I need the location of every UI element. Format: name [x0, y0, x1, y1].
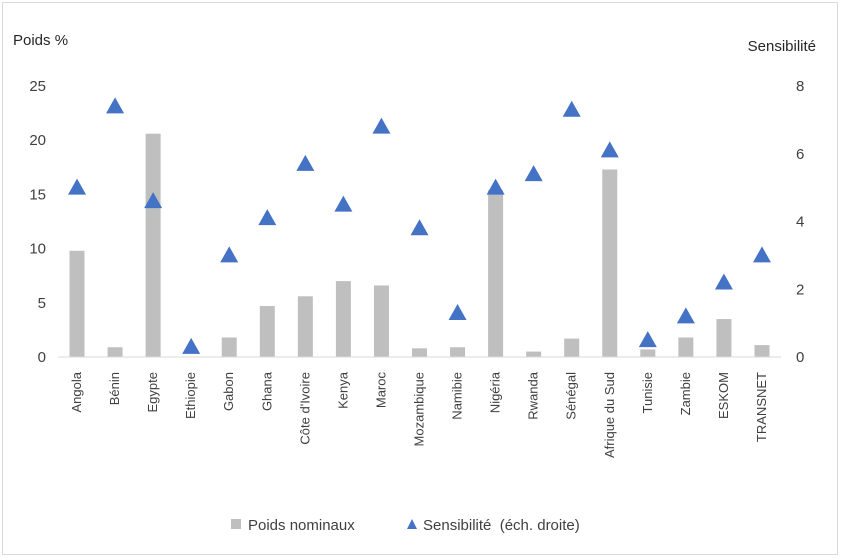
- category-label: Egypte: [145, 372, 160, 412]
- marker-series: [68, 97, 771, 354]
- category-label: Afrique du Sud: [602, 372, 617, 458]
- category-label: TRANSNET: [754, 372, 769, 442]
- marker-ethiopie: [182, 337, 201, 354]
- y-left-tick-label: 20: [29, 132, 46, 149]
- marker-eskom: [714, 273, 733, 290]
- bar-angola: [69, 250, 85, 357]
- y-left-tick-label: 25: [29, 78, 46, 95]
- y-left-tick-label: 0: [38, 349, 46, 366]
- x-axis-category-labels: Angola Bénin Egypte Ethiopie Gabon Ghana Côte …: [69, 371, 769, 458]
- y-left-tick-label: 10: [29, 241, 46, 258]
- marker-maroc: [372, 117, 391, 134]
- y-axis-right-ticks: 0 2 4 6 8: [796, 78, 804, 366]
- bar-transnet: [754, 345, 770, 357]
- category-label: Kenya: [335, 371, 350, 409]
- bar-rwanda: [526, 351, 542, 357]
- category-label: ESKOM: [716, 372, 731, 419]
- bar-ghana: [259, 306, 275, 357]
- y-left-tick-label: 15: [29, 186, 46, 203]
- category-label: Gabon: [221, 372, 236, 411]
- bar-c-te-d-ivoire: [297, 296, 313, 357]
- category-label: Nigéria: [488, 371, 503, 413]
- category-label: Bénin: [107, 372, 122, 405]
- bar-maroc: [373, 285, 389, 357]
- marker-c-te-d-ivoire: [296, 154, 315, 171]
- marker-nig-ria: [486, 178, 505, 195]
- bar-gabon: [221, 337, 237, 357]
- category-label: Zambie: [678, 372, 693, 415]
- bar-nig-ria: [488, 190, 504, 357]
- category-label: Sénégal: [564, 372, 579, 420]
- legend-swatch-marker: [407, 519, 417, 529]
- marker-afrique-du-sud: [600, 141, 619, 158]
- bar-b-nin: [107, 347, 123, 357]
- category-label: Mozambique: [412, 372, 427, 446]
- marker-ghana: [258, 209, 277, 226]
- y-right-tick-label: 6: [796, 146, 804, 163]
- marker-zambie: [676, 307, 695, 324]
- chart: Poids % Sensibilité 0 5 10 15 20 25 0 2 4 6 8 Ang…: [13, 32, 816, 534]
- bar-zambie: [678, 337, 694, 357]
- legend-label-marker: Sensibilité (éch. droite): [423, 517, 580, 534]
- marker-rwanda: [524, 165, 543, 182]
- marker-tunisie: [638, 331, 657, 348]
- y-left-tick-label: 5: [38, 295, 46, 312]
- bar-eskom: [716, 319, 732, 357]
- bar-tunisie: [640, 349, 656, 357]
- category-label: Ethiopie: [183, 372, 198, 419]
- category-label: Tunisie: [640, 372, 655, 413]
- y-right-tick-label: 4: [796, 214, 804, 231]
- marker-mozambique: [410, 219, 429, 236]
- category-label: Ghana: [259, 371, 274, 411]
- category-label: Côte d'Ivoire: [297, 372, 312, 445]
- marker-s-n-gal: [562, 100, 581, 117]
- marker-egypte: [144, 192, 163, 209]
- marker-namibie: [448, 303, 467, 320]
- category-label: Angola: [69, 371, 84, 412]
- legend-swatch-bar: [231, 519, 241, 529]
- marker-angola: [68, 178, 87, 195]
- bar-mozambique: [412, 348, 427, 357]
- y-axis-left-title: Poids %: [13, 32, 68, 49]
- legend: Poids nominaux Sensibilité (éch. droite): [231, 517, 580, 534]
- y-right-tick-label: 0: [796, 349, 804, 366]
- marker-transnet: [752, 246, 771, 263]
- bar-egypte: [145, 133, 161, 357]
- y-right-tick-label: 2: [796, 281, 804, 298]
- category-label: Namibie: [450, 372, 465, 420]
- y-axis-left-ticks: 0 5 10 15 20 25: [29, 78, 46, 366]
- y-axis-right-title: Sensibilité: [748, 38, 816, 55]
- bar-kenya: [335, 281, 351, 357]
- bar-series: [69, 133, 770, 357]
- marker-gabon: [220, 246, 239, 263]
- bar-namibie: [450, 347, 466, 357]
- category-label: Rwanda: [526, 371, 541, 419]
- bar-s-n-gal: [564, 338, 580, 357]
- marker-b-nin: [106, 97, 125, 114]
- marker-kenya: [334, 195, 353, 212]
- bar-afrique-du-sud: [602, 169, 618, 357]
- legend-label-bar: Poids nominaux: [248, 517, 355, 534]
- category-label: Maroc: [373, 372, 388, 409]
- y-right-tick-label: 8: [796, 78, 804, 95]
